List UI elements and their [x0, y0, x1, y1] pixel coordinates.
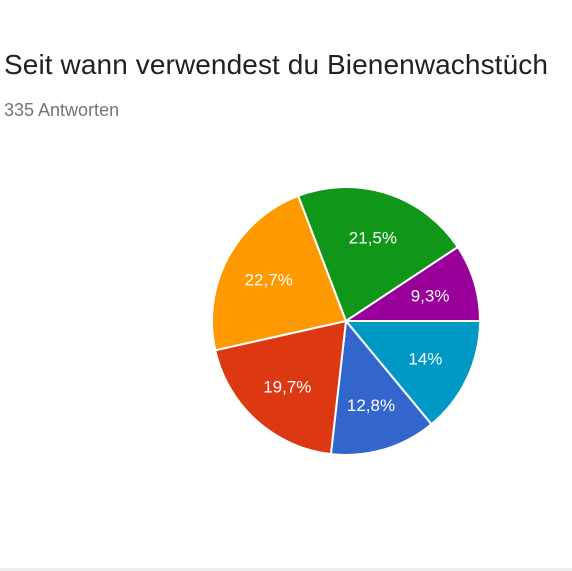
slice-label-3: 22,7% — [245, 270, 293, 289]
slice-label-4: 21,5% — [349, 228, 397, 247]
slice-label-2: 19,7% — [263, 377, 311, 396]
chart-title: Seit wann verwendest du Bienenwachstüch — [4, 49, 549, 80]
bottom-divider — [0, 568, 572, 571]
response-count: 335 Antworten — [4, 100, 120, 120]
pie-slice-0[interactable] — [345, 320, 481, 426]
pie-slice-2[interactable] — [214, 320, 347, 456]
pie-slice-5[interactable] — [345, 246, 481, 322]
slice-label-1: 12,8% — [347, 396, 395, 415]
slice-label-5: 9,3% — [411, 287, 450, 306]
slice-label-0: 14% — [408, 349, 442, 368]
pie-slice-4[interactable] — [297, 186, 459, 322]
pie-slice-1[interactable] — [329, 320, 433, 456]
